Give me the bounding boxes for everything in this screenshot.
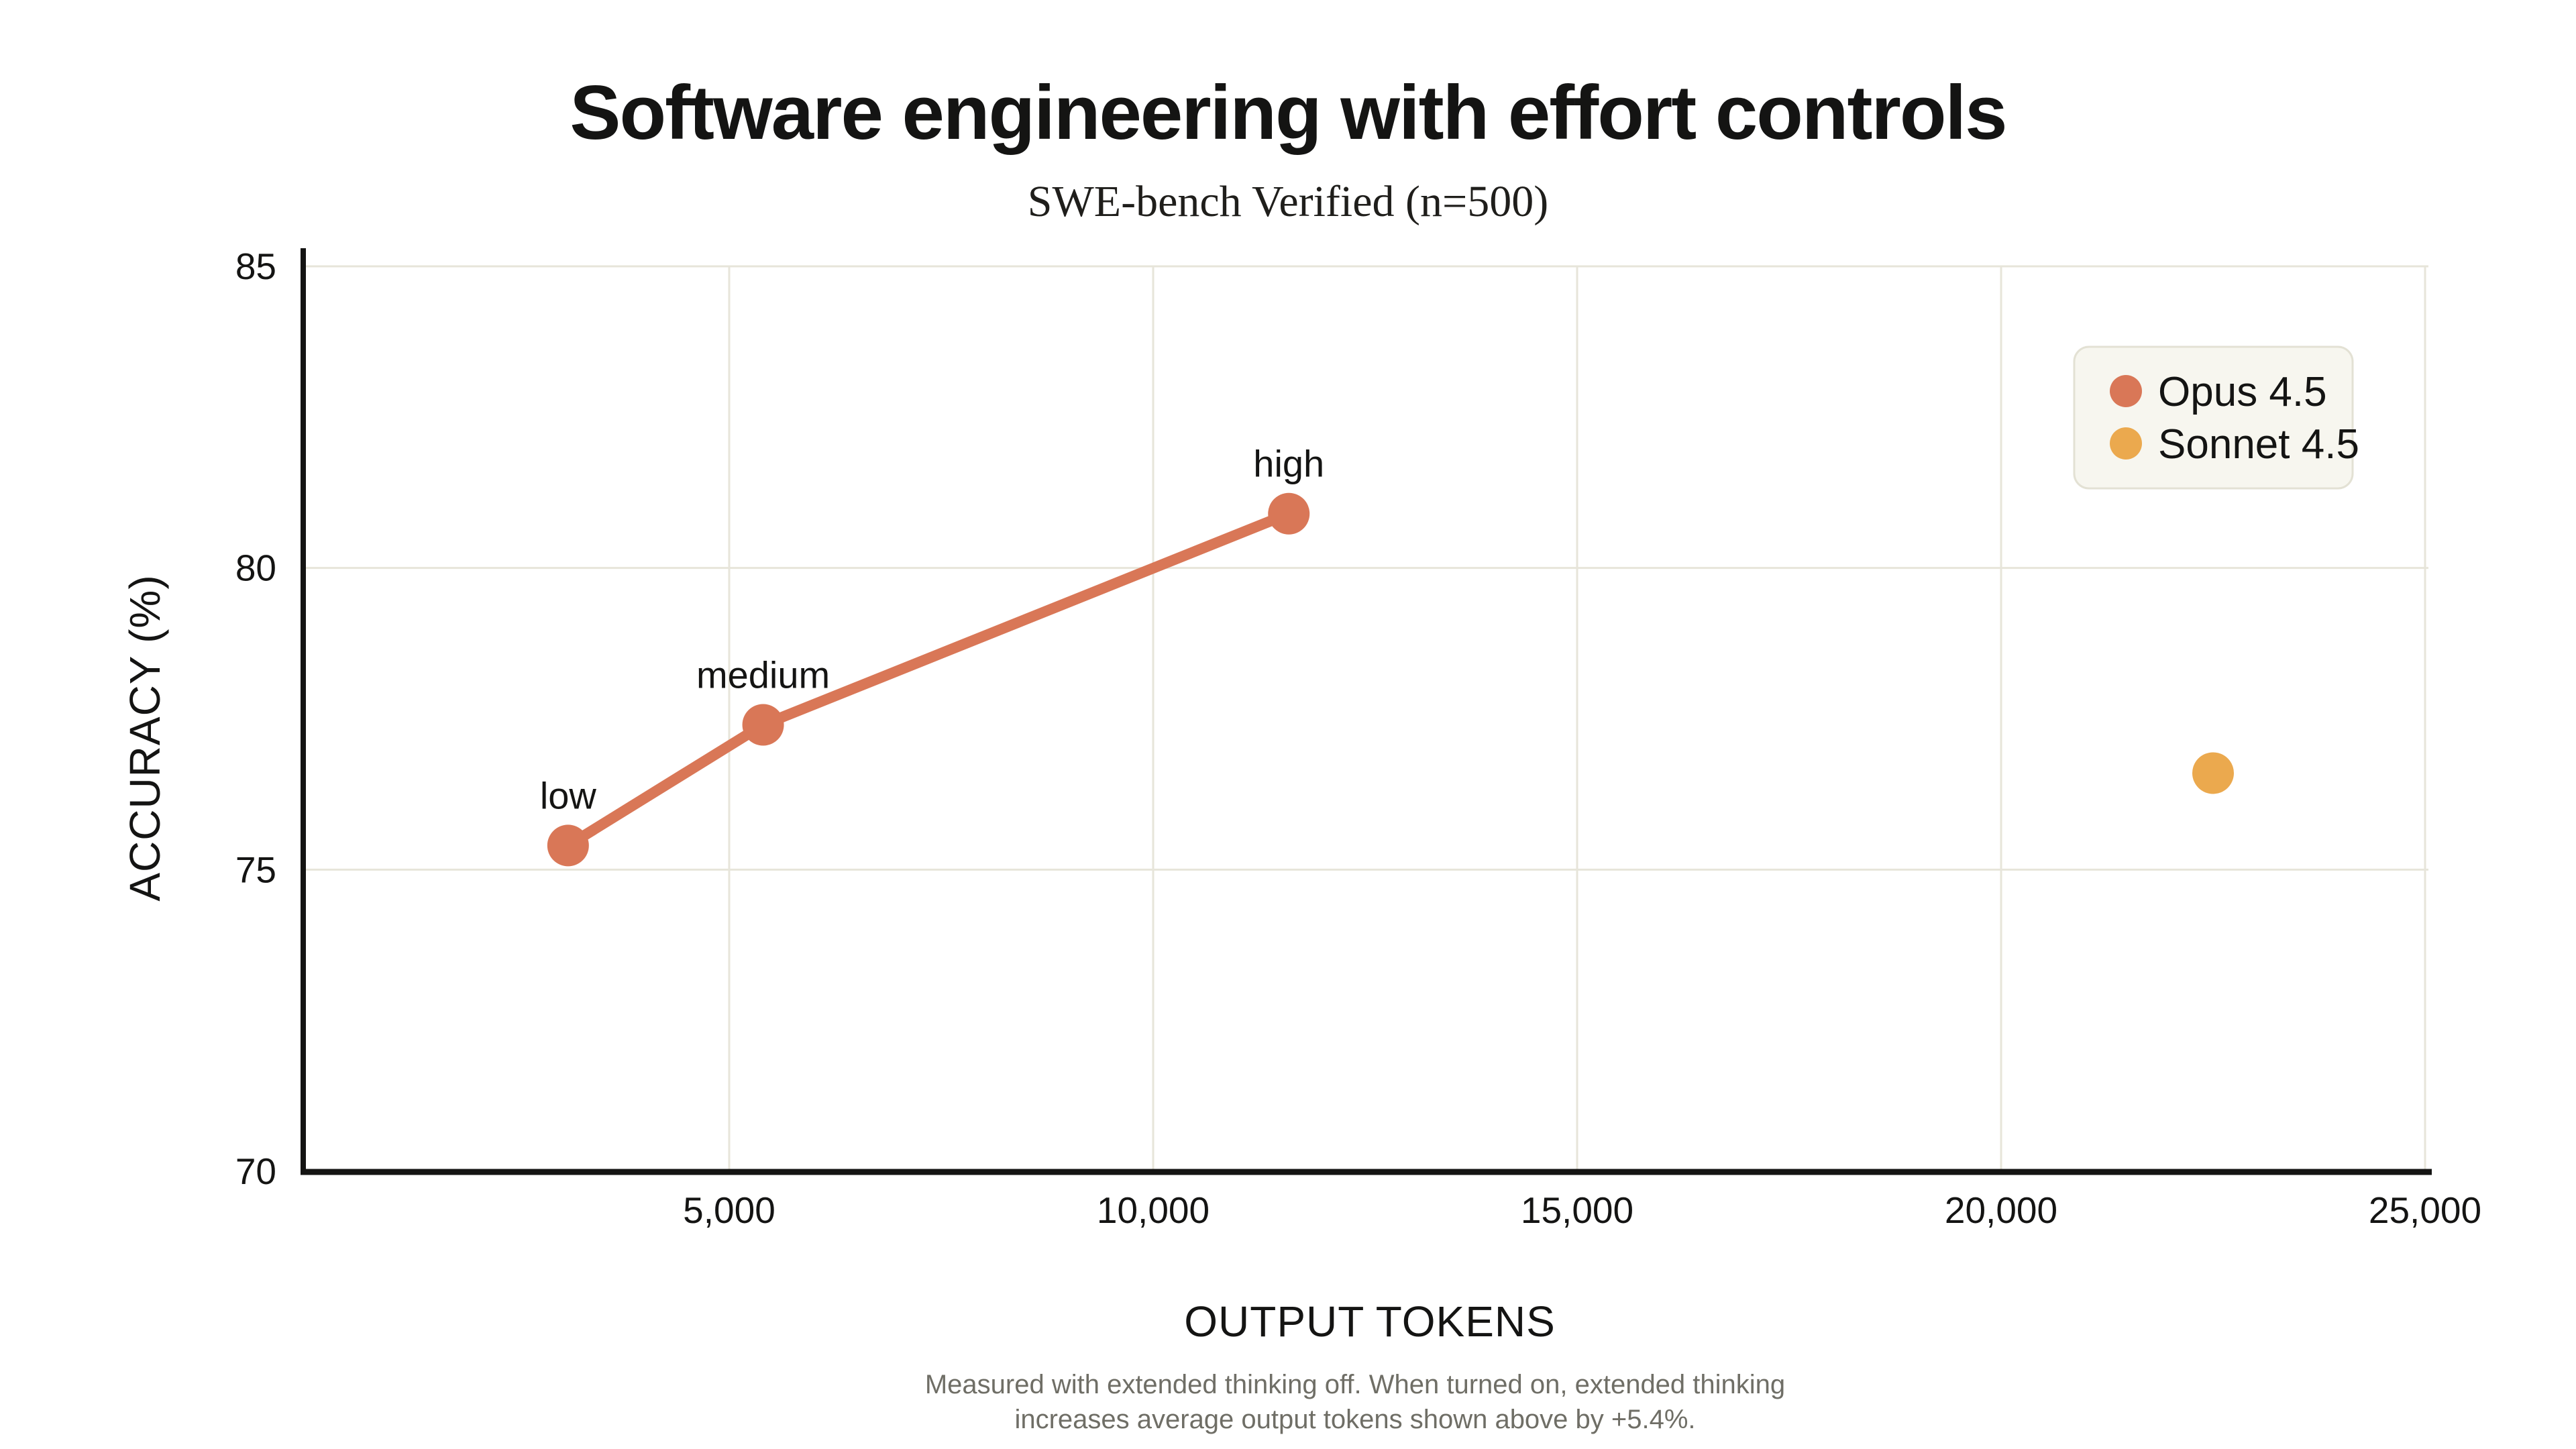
chart-footnote: Measured with extended thinking off. Whe… bbox=[925, 1367, 1785, 1437]
x-tick-label: 15,000 bbox=[1521, 1189, 1633, 1231]
point-label: medium bbox=[696, 653, 830, 696]
data-point bbox=[2192, 752, 2234, 794]
x-tick-label: 5,000 bbox=[683, 1189, 775, 1231]
legend-marker-sonnet bbox=[2110, 427, 2142, 460]
legend-label: Opus 4.5 bbox=[2158, 369, 2327, 415]
point-label: high bbox=[1253, 443, 1324, 485]
footnote-line-1: Measured with extended thinking off. Whe… bbox=[924, 1370, 1786, 1399]
data-point bbox=[547, 824, 589, 867]
x-tick-label: 20,000 bbox=[1945, 1189, 2057, 1231]
legend-box bbox=[2073, 345, 2354, 490]
data-point bbox=[1268, 492, 1310, 535]
y-tick-label: 75 bbox=[235, 849, 276, 890]
chart-title: Software engineering with effort control… bbox=[570, 70, 2007, 156]
data-point bbox=[742, 704, 784, 746]
point-label: low bbox=[540, 774, 597, 816]
x-tick-label: 10,000 bbox=[1097, 1189, 1210, 1231]
legend-marker-opus bbox=[2110, 375, 2142, 407]
footnote-line-2: increases average output tokens shown ab… bbox=[1014, 1405, 1696, 1434]
legend-label: Sonnet 4.5 bbox=[2158, 421, 2359, 468]
x-axis-title: OUTPUT TOKENS bbox=[1184, 1297, 1556, 1346]
y-axis-title: ACCURACY (%) bbox=[121, 574, 169, 901]
series-line bbox=[562, 508, 1295, 851]
chart-subtitle: SWE-bench Verified (n=500) bbox=[1027, 177, 1549, 226]
y-tick-label: 85 bbox=[235, 246, 276, 287]
y-tick-label: 80 bbox=[235, 547, 276, 589]
x-tick-label: 25,000 bbox=[2369, 1189, 2481, 1231]
y-tick-label: 70 bbox=[235, 1150, 276, 1192]
